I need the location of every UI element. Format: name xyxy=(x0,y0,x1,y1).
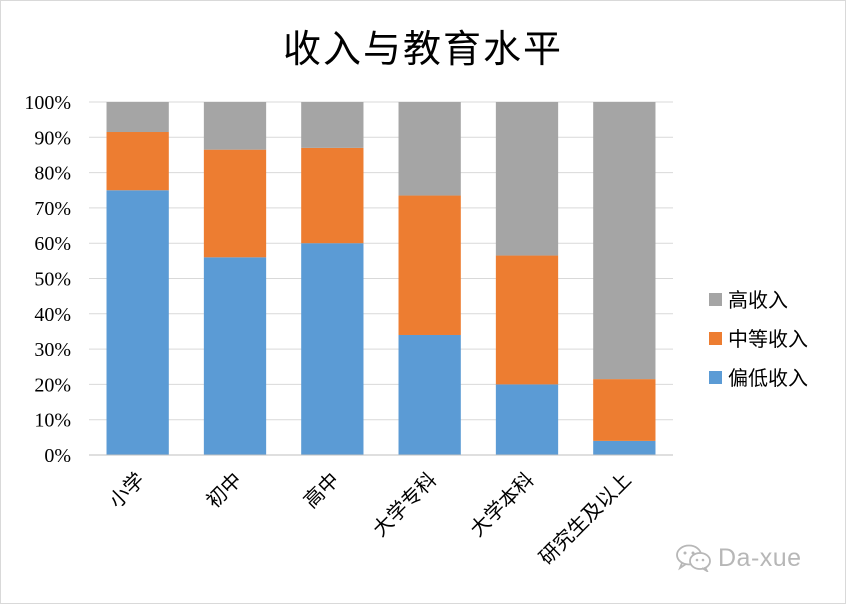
y-tick-label: 80% xyxy=(34,163,71,185)
y-tick-label: 50% xyxy=(34,269,71,291)
y-tick-label: 100% xyxy=(24,92,71,114)
legend-label: 中等收入 xyxy=(728,327,808,351)
watermark: Da-xue xyxy=(676,541,802,575)
y-tick-label: 90% xyxy=(34,127,71,149)
y-tick-label: 40% xyxy=(34,304,71,326)
x-tick-label: 研究生及以上 xyxy=(534,468,636,570)
bar-segment xyxy=(106,132,169,191)
bar-segment xyxy=(301,147,364,244)
x-tick-label: 初中 xyxy=(201,468,246,513)
wechat-icon xyxy=(676,544,711,572)
bar-segment xyxy=(398,102,461,196)
x-tick-label: 高中 xyxy=(299,468,344,513)
y-tick-label: 70% xyxy=(34,198,71,220)
bar-segment xyxy=(593,440,656,455)
bar-segment xyxy=(495,102,559,256)
bar-segment xyxy=(398,334,461,455)
legend-swatch xyxy=(709,293,722,306)
chart-title: 收入与教育水平 xyxy=(282,27,563,71)
y-tick-label: 30% xyxy=(34,339,71,361)
gridlines xyxy=(89,101,673,421)
y-tick-label: 0% xyxy=(44,445,71,467)
x-tick-label: 小学 xyxy=(104,468,149,513)
y-tick-label: 10% xyxy=(34,410,71,432)
legend-swatch xyxy=(709,332,722,345)
bar-segment xyxy=(495,384,559,455)
x-tick-label: 大学专科 xyxy=(368,468,442,542)
y-tick-label: 60% xyxy=(34,233,71,255)
legend-label: 高收入 xyxy=(728,288,788,312)
bar-segment xyxy=(106,190,169,455)
bar-segment xyxy=(301,102,364,148)
legend-swatch xyxy=(709,371,722,384)
bar-segment xyxy=(495,255,559,385)
bar-segment xyxy=(301,243,364,455)
y-tick-label: 20% xyxy=(34,374,71,396)
bar-segment xyxy=(106,102,169,133)
bars xyxy=(106,102,656,455)
x-tick-label: 大学本科 xyxy=(465,468,539,542)
bar-segment xyxy=(593,379,656,441)
bar-segment xyxy=(593,102,656,380)
bar-segment xyxy=(203,149,267,258)
bar-segment xyxy=(398,195,461,335)
watermark-text: Da-xue xyxy=(718,543,802,572)
bar-segment xyxy=(203,257,267,455)
bar-segment xyxy=(203,102,267,150)
legend-label: 偏低收入 xyxy=(728,366,808,390)
